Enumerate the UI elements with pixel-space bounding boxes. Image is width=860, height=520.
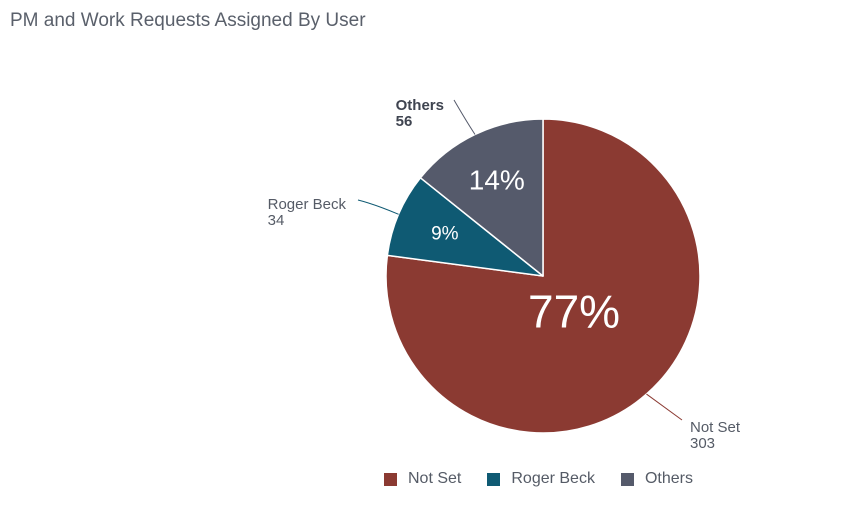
callout-value-others: 56	[396, 113, 413, 130]
legend-item-others[interactable]: Others	[620, 470, 693, 488]
legend-label-not-set: Not Set	[408, 470, 462, 487]
legend-swatch-not-set	[384, 472, 397, 486]
chart-title: PM and Work Requests Assigned By User	[10, 10, 366, 31]
legend-item-not-set[interactable]: Not Set	[384, 470, 461, 488]
legend-label-others: Others	[644, 470, 693, 487]
callout-name-roger-beck: Roger Beck	[268, 196, 347, 213]
legend-label-roger-beck: Roger Beck	[511, 470, 595, 487]
legend-swatch-others	[620, 472, 634, 486]
pie-percent-label-roger-beck: 9%	[431, 224, 459, 245]
pie-slices	[385, 118, 701, 434]
callout-value-roger-beck: 34	[268, 212, 285, 229]
legend-item-roger-beck[interactable]: Roger Beck	[487, 470, 595, 488]
callout-line-others	[453, 99, 476, 135]
chart-legend: Not Set Roger Beck Others	[384, 470, 693, 488]
callout-line-roger-beck	[357, 199, 399, 215]
pie-percent-label-others: 14%	[469, 164, 525, 195]
pie-slice-roger-beck[interactable]	[386, 177, 544, 277]
callout-name-others: Others	[396, 97, 444, 114]
pie-percent-labels: 77% 9% 14%	[431, 164, 620, 337]
callout-line-not-set	[646, 393, 683, 421]
callout-value-not-set: 303	[690, 435, 715, 452]
pie-slice-not-set[interactable]	[385, 118, 701, 434]
callout-name-not-set: Not Set	[690, 419, 741, 436]
pie-percent-label-not-set: 77%	[528, 285, 620, 337]
legend-swatch-roger-beck	[487, 472, 501, 486]
